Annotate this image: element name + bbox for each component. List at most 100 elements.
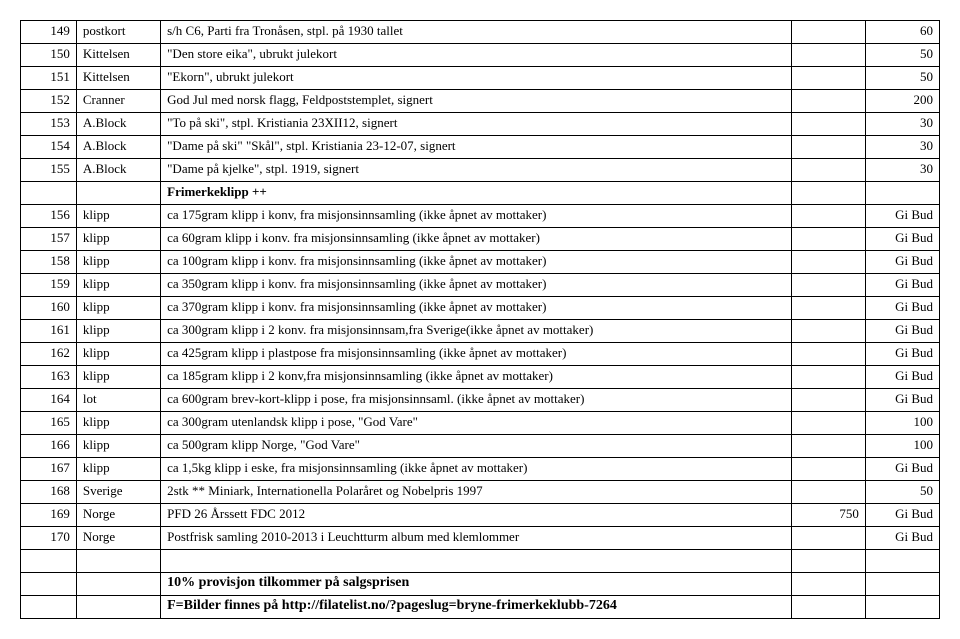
table-row: 165klippca 300gram utenlandsk klipp i po… [21,412,940,435]
lot-description: ca 175gram klipp i konv, fra misjonsinns… [161,205,792,228]
lot-number: 154 [21,136,77,159]
lot-type: klipp [76,458,160,481]
lot-price: 100 [865,435,939,458]
lot-number: 165 [21,412,77,435]
lot-number: 151 [21,67,77,90]
lot-price: Gi Bud [865,389,939,412]
lot-extra [791,412,865,435]
lot-description: "To på ski", stpl. Kristiania 23XII12, s… [161,113,792,136]
table-row: 158klippca 100gram klipp i konv. fra mis… [21,251,940,274]
lot-extra [791,159,865,182]
lot-price: 30 [865,113,939,136]
lot-extra [791,481,865,504]
lot-number: 166 [21,435,77,458]
lot-price: Gi Bud [865,297,939,320]
lot-price: Gi Bud [865,251,939,274]
table-row: 163klippca 185gram klipp i 2 konv,fra mi… [21,366,940,389]
lot-type: klipp [76,205,160,228]
lot-description: 2stk ** Miniark, Internationella Polarår… [161,481,792,504]
footer-row: F=Bilder finnes på http://filatelist.no/… [21,596,940,619]
table-row: 154A.Block"Dame på ski" "Skål", stpl. Kr… [21,136,940,159]
lot-extra [791,113,865,136]
lot-description: ca 60gram klipp i konv. fra misjonsinnsa… [161,228,792,251]
lot-number: 155 [21,159,77,182]
lot-type: klipp [76,412,160,435]
lot-number: 160 [21,297,77,320]
lot-type: Cranner [76,90,160,113]
lot-number: 170 [21,527,77,550]
lot-type: klipp [76,435,160,458]
lot-number: 161 [21,320,77,343]
table-row: 151Kittelsen"Ekorn", ubrukt julekort50 [21,67,940,90]
spacer-row [21,550,940,573]
lot-number: 169 [21,504,77,527]
table-row: 169NorgePFD 26 Årssett FDC 2012750Gi Bud [21,504,940,527]
table-row: 156klippca 175gram klipp i konv, fra mis… [21,205,940,228]
table-row: 153A.Block"To på ski", stpl. Kristiania … [21,113,940,136]
lot-description: ca 370gram klipp i konv. fra misjonsinns… [161,297,792,320]
footer-link: F=Bilder finnes på http://filatelist.no/… [161,596,792,619]
table-row: 170NorgePostfrisk samling 2010-2013 i Le… [21,527,940,550]
table-row: 167klippca 1,5kg klipp i eske, fra misjo… [21,458,940,481]
lot-type [76,182,160,205]
table-row: 168Sverige2stk ** Miniark, Internationel… [21,481,940,504]
table-row: 155A.Block"Dame på kjelke", stpl. 1919, … [21,159,940,182]
lot-type: A.Block [76,113,160,136]
lot-description: Frimerkeklipp ++ [161,182,792,205]
lot-number [21,182,77,205]
lot-extra [791,343,865,366]
lot-type: klipp [76,366,160,389]
table-row: 164lotca 600gram brev-kort-klipp i pose,… [21,389,940,412]
lot-price: 50 [865,44,939,67]
table-row: 160klippca 370gram klipp i konv. fra mis… [21,297,940,320]
lot-type: klipp [76,343,160,366]
auction-table: 149postkorts/h C6, Parti fra Tronåsen, s… [20,20,940,619]
lot-description: ca 350gram klipp i konv. fra misjonsinns… [161,274,792,297]
lot-extra [791,67,865,90]
lot-price [865,182,939,205]
lot-extra [791,435,865,458]
lot-description: ca 300gram utenlandsk klipp i pose, "God… [161,412,792,435]
lot-extra [791,320,865,343]
lot-type: Norge [76,504,160,527]
lot-price: Gi Bud [865,320,939,343]
lot-price: Gi Bud [865,458,939,481]
lot-type: klipp [76,274,160,297]
lot-description: PFD 26 Årssett FDC 2012 [161,504,792,527]
lot-type: Kittelsen [76,44,160,67]
lot-extra [791,228,865,251]
lot-price: 200 [865,90,939,113]
table-row: 150Kittelsen"Den store eika", ubrukt jul… [21,44,940,67]
lot-extra [791,527,865,550]
lot-number: 168 [21,481,77,504]
lot-price: Gi Bud [865,366,939,389]
lot-price: Gi Bud [865,527,939,550]
table-row: 157klippca 60gram klipp i konv. fra misj… [21,228,940,251]
lot-price: 30 [865,159,939,182]
lot-type: Sverige [76,481,160,504]
lot-price: Gi Bud [865,205,939,228]
lot-number: 159 [21,274,77,297]
lot-description: ca 1,5kg klipp i eske, fra misjonsinnsam… [161,458,792,481]
lot-price: Gi Bud [865,274,939,297]
table-row: 152CrannerGod Jul med norsk flagg, Feldp… [21,90,940,113]
lot-type: klipp [76,297,160,320]
lot-description: ca 500gram klipp Norge, "God Vare" [161,435,792,458]
lot-extra [791,21,865,44]
table-row: 166klippca 500gram klipp Norge, "God Var… [21,435,940,458]
lot-extra [791,205,865,228]
lot-extra [791,251,865,274]
lot-number: 149 [21,21,77,44]
table-row: 149postkorts/h C6, Parti fra Tronåsen, s… [21,21,940,44]
lot-description: Postfrisk samling 2010-2013 i Leuchtturm… [161,527,792,550]
lot-type: klipp [76,228,160,251]
lot-description: ca 600gram brev-kort-klipp i pose, fra m… [161,389,792,412]
lot-description: ca 185gram klipp i 2 konv,fra misjonsinn… [161,366,792,389]
lot-number: 167 [21,458,77,481]
lot-description: s/h C6, Parti fra Tronåsen, stpl. på 193… [161,21,792,44]
lot-number: 158 [21,251,77,274]
lot-description: "Dame på kjelke", stpl. 1919, signert [161,159,792,182]
lot-extra [791,44,865,67]
lot-extra [791,297,865,320]
lot-extra: 750 [791,504,865,527]
